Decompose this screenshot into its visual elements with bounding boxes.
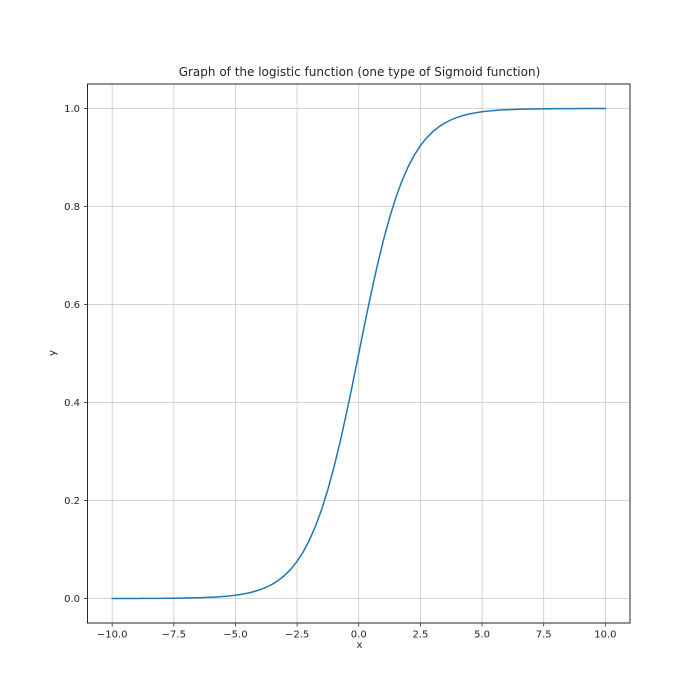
- x-tick-label: −10.0: [97, 630, 128, 641]
- y-tick-label: 0.0: [64, 594, 80, 605]
- y-tick-label: 0.2: [64, 496, 80, 507]
- chart-title: Graph of the logistic function (one type…: [178, 65, 541, 79]
- x-tick-label: 10.0: [594, 630, 616, 641]
- y-tick-label: 0.8: [64, 202, 80, 213]
- x-tick-label: 5.0: [474, 630, 490, 641]
- x-tick-label: −7.5: [162, 630, 186, 641]
- x-tick-label: −2.5: [285, 630, 309, 641]
- x-tick-label: −5.0: [223, 630, 247, 641]
- logistic-curve: [111, 107, 607, 600]
- x-tick-label: 2.5: [412, 630, 428, 641]
- x-tick-label: 0.0: [351, 630, 367, 641]
- x-axis-label: x: [356, 640, 363, 651]
- y-axis-label: y: [47, 350, 59, 356]
- y-tick-label: 0.6: [64, 300, 80, 311]
- x-tick-label: 7.5: [536, 630, 552, 641]
- y-tick-label: 0.4: [64, 398, 80, 409]
- y-tick-label: 1.0: [64, 104, 80, 115]
